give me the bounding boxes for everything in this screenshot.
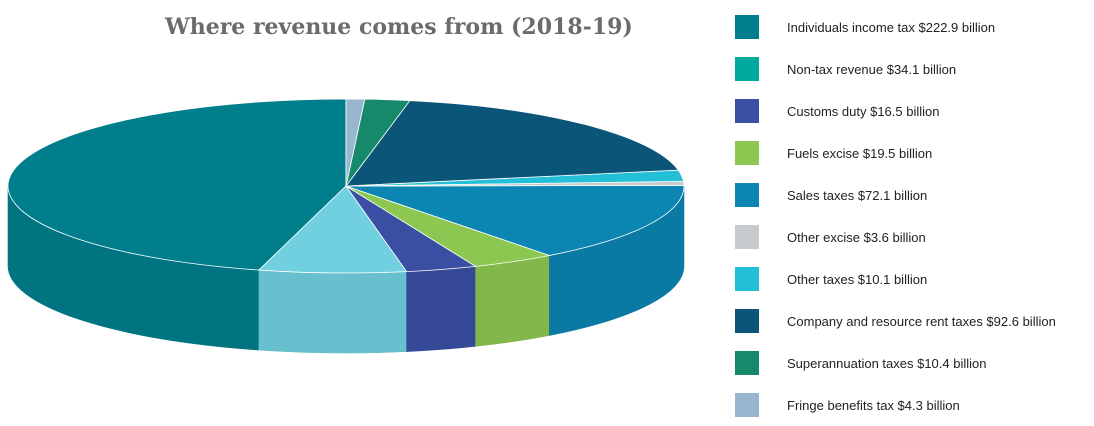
legend-label: Fuels excise $19.5 billion xyxy=(787,145,933,161)
legend-label: Superannuation taxes $10.4 billion xyxy=(787,355,987,371)
pie-slice-side xyxy=(258,269,407,354)
pie-slice xyxy=(345,98,366,187)
pie-slice xyxy=(258,185,408,274)
legend-swatch xyxy=(735,183,759,207)
legend-swatch xyxy=(735,99,759,123)
legend-label: Fringe benefits tax $4.3 billion xyxy=(787,397,960,413)
pie-slice xyxy=(345,185,685,256)
legend-swatch xyxy=(735,141,759,165)
legend-item: Other taxes $10.1 billion xyxy=(735,258,1056,300)
pie-slice xyxy=(345,100,680,187)
legend-swatch xyxy=(735,309,759,333)
pie-slice-side xyxy=(475,255,550,347)
legend-item: Fuels excise $19.5 billion xyxy=(735,132,1056,174)
legend-item: Customs duty $16.5 billion xyxy=(735,90,1056,132)
legend-item: Company and resource rent taxes $92.6 bi… xyxy=(735,300,1056,342)
legend-swatch xyxy=(735,57,759,81)
legend-item: Other excise $3.6 billion xyxy=(735,216,1056,258)
legend-swatch xyxy=(735,225,759,249)
legend-label: Individuals income tax $222.9 billion xyxy=(787,19,996,35)
legend-item: Fringe benefits tax $4.3 billion xyxy=(735,384,1056,426)
pie-slice-side xyxy=(406,266,476,352)
legend-swatch xyxy=(735,267,759,291)
legend-label: Customs duty $16.5 billion xyxy=(787,103,940,119)
pie-chart-3d xyxy=(7,98,685,354)
chart-legend: Individuals income tax $222.9 billion Non… xyxy=(735,6,1056,426)
legend-label: Other taxes $10.1 billion xyxy=(787,271,928,287)
legend-item: Sales taxes $72.1 billion xyxy=(735,174,1056,216)
legend-label: Company and resource rent taxes $92.6 bi… xyxy=(787,313,1056,329)
legend-item: Individuals income tax $222.9 billion xyxy=(735,6,1056,48)
legend-item: Superannuation taxes $10.4 billion xyxy=(735,342,1056,384)
chart-title: Where revenue comes from (2018-19) xyxy=(165,14,633,40)
legend-swatch xyxy=(735,15,759,39)
legend-swatch xyxy=(735,351,759,375)
legend-label: Non-tax revenue $34.1 billion xyxy=(787,61,957,77)
legend-swatch xyxy=(735,393,759,417)
legend-item: Non-tax revenue $34.1 billion xyxy=(735,48,1056,90)
legend-label: Sales taxes $72.1 billion xyxy=(787,187,928,203)
pie-slice xyxy=(7,98,347,271)
legend-label: Other excise $3.6 billion xyxy=(787,229,926,245)
